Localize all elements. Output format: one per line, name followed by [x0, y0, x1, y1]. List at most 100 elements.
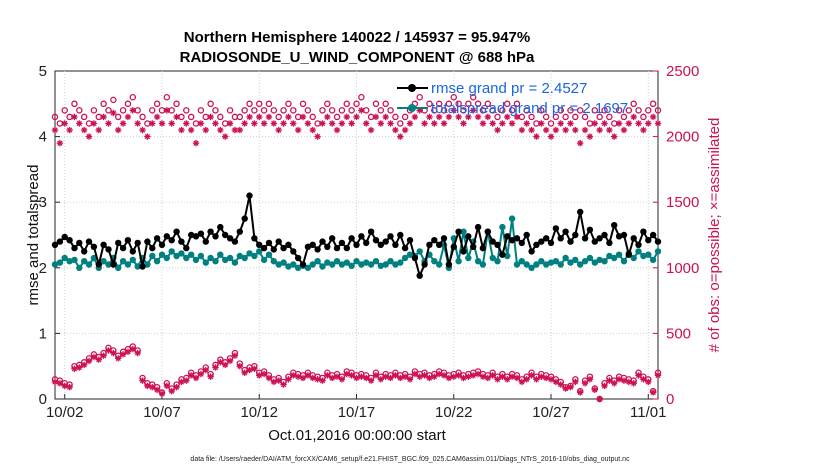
- obs-possible-marker: [90, 107, 98, 114]
- obs-possible-marker: [440, 107, 448, 114]
- obs-possible-marker: [416, 93, 423, 101]
- obs-possible-marker: [251, 107, 258, 114]
- obs-possible-marker: [319, 107, 326, 114]
- rmse-point: [586, 226, 594, 233]
- obs-assimilated-marker: [246, 113, 253, 121]
- rmse-point: [226, 235, 234, 242]
- obs-assimilated-marker: [562, 126, 569, 134]
- totalspread-point: [489, 254, 496, 262]
- obs-assimilated-marker: [620, 126, 628, 134]
- obs-low-assimilated-marker: [153, 386, 161, 394]
- obs-assimilated-marker: [367, 126, 375, 134]
- rmse-point: [275, 238, 282, 245]
- obs-assimilated-marker: [348, 120, 355, 127]
- obs-assimilated-marker: [518, 126, 526, 134]
- obs-possible-marker: [153, 100, 161, 108]
- obs-possible-marker: [645, 107, 652, 114]
- x-tick-label: 10/12: [240, 404, 278, 421]
- rmse-point: [85, 238, 93, 245]
- obs-possible-marker: [246, 100, 253, 108]
- totalspread-point: [76, 264, 83, 271]
- obs-possible-marker: [576, 107, 584, 114]
- obs-low-assimilated-marker: [567, 383, 574, 391]
- obs-possible-marker: [508, 107, 516, 114]
- totalspread-point: [508, 215, 516, 222]
- totalspread-point: [387, 258, 394, 265]
- totalspread-point: [149, 252, 156, 260]
- totalspread-point: [367, 261, 375, 268]
- rmse-point: [144, 238, 151, 245]
- y-axis-right: 0 500 1000 1500 2000 2500: [653, 63, 699, 408]
- obs-assimilated-marker: [358, 107, 365, 114]
- rmse-point: [450, 243, 457, 250]
- obs-assimilated-marker: [557, 120, 564, 127]
- obs-low-assimilated-marker: [416, 373, 423, 380]
- y-left-tick-label: 5: [39, 63, 47, 80]
- rmse-point: [596, 235, 603, 242]
- obs-assimilated-marker: [363, 120, 370, 127]
- totalspread-point: [241, 254, 248, 262]
- totalspread-point: [246, 250, 253, 257]
- x-tick-label: 11/01: [630, 404, 666, 421]
- obs-assimilated-marker: [61, 120, 68, 127]
- obs-possible-marker: [572, 113, 579, 121]
- totalspread-point: [134, 263, 141, 270]
- legend-rmse-label: rmse grand pr = 2.4527: [431, 80, 587, 97]
- totalspread-point: [431, 258, 438, 265]
- rmse-point: [222, 231, 229, 239]
- obs-assimilated-marker: [187, 126, 195, 134]
- obs-assimilated-marker: [494, 126, 501, 134]
- totalspread-point: [168, 248, 175, 255]
- totalspread-point: [557, 261, 564, 268]
- obs-low-assimilated-marker: [591, 386, 598, 394]
- rmse-point: [168, 237, 175, 244]
- obs-possible-marker: [212, 107, 219, 114]
- obs-possible-marker: [324, 100, 331, 108]
- x-tick-label: 10/27: [532, 404, 570, 421]
- obs-assimilated-marker: [212, 120, 219, 127]
- obs-possible-marker: [129, 93, 137, 101]
- rmse-point: [645, 237, 652, 244]
- rmse-point: [158, 241, 166, 248]
- obs-assimilated-marker: [294, 126, 302, 134]
- totalspread-point: [236, 252, 243, 260]
- totalspread-point: [290, 261, 297, 268]
- totalspread-point: [280, 259, 287, 266]
- totalspread-point: [611, 254, 618, 262]
- rmse-point: [557, 235, 564, 242]
- rmse-point: [251, 235, 258, 242]
- x-axis-label: Oct.01,2016 00:00:00 start: [268, 427, 446, 444]
- rmse-point: [217, 223, 224, 231]
- rmse-point: [314, 246, 321, 253]
- obs-low-assimilated-marker: [85, 357, 93, 365]
- obs-assimilated-marker: [538, 120, 545, 127]
- obs-possible-marker: [275, 113, 282, 121]
- rmse-point: [76, 239, 83, 247]
- obs-low-assimilated-marker: [494, 376, 501, 383]
- totalspread-point: [460, 228, 467, 235]
- obs-possible-marker: [435, 100, 443, 108]
- chart-title-line2: RADIOSONDE_U_WIND_COMPONENT @ 688 hPa: [180, 49, 535, 66]
- obs-assimilated-marker: [513, 113, 521, 121]
- obs-low-assimilated-marker: [124, 348, 132, 355]
- rmse-point: [518, 239, 525, 247]
- totalspread-point: [85, 261, 93, 268]
- rmse-point: [431, 237, 438, 244]
- obs-possible-marker: [183, 107, 190, 114]
- obs-low-assimilated-marker: [426, 374, 433, 382]
- obs-assimilated-marker: [280, 120, 287, 127]
- totalspread-point: [562, 254, 569, 262]
- obs-assimilated-marker: [499, 120, 506, 127]
- obs-assimilated-marker: [129, 107, 137, 114]
- x-tick-label: 10/07: [143, 404, 181, 421]
- rmse-point: [547, 239, 555, 247]
- totalspread-point: [533, 261, 540, 268]
- obs-low-assimilated-marker: [173, 383, 180, 391]
- totalspread-point: [115, 264, 122, 271]
- y-left-tick-label: 2: [39, 260, 47, 277]
- obs-assimilated-marker: [217, 126, 224, 134]
- obs-possible-marker: [474, 100, 482, 108]
- obs-low-assimilated-marker: [314, 376, 321, 383]
- obs-possible-marker: [333, 113, 341, 121]
- obs-assimilated-marker: [397, 133, 404, 140]
